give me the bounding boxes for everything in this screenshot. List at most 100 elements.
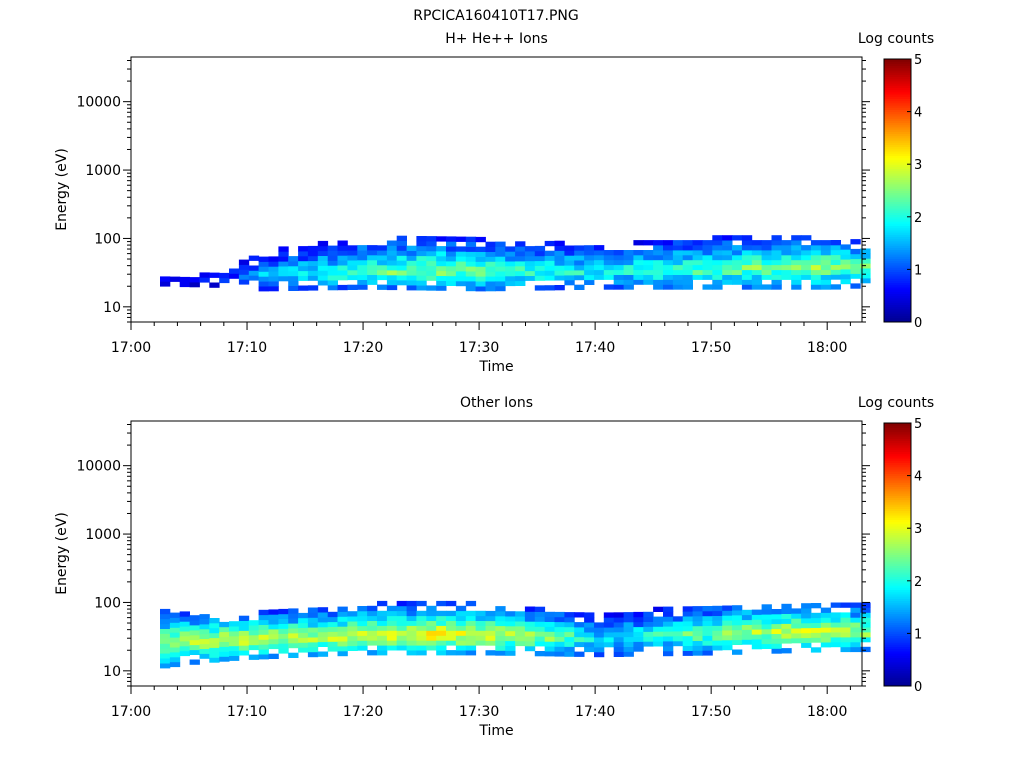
spectrogram-cell: [406, 275, 417, 281]
spectrogram-cell: [771, 609, 782, 615]
spectrogram-cell: [544, 651, 555, 657]
spectrogram-cell: [722, 605, 733, 611]
spectrogram-cell: [554, 616, 565, 623]
spectrogram-cell: [515, 270, 526, 277]
spectrogram-cell: [860, 273, 871, 279]
spectrogram-cell: [426, 645, 437, 651]
spectrogram-cell: [278, 643, 289, 649]
spectrogram-cell: [416, 610, 427, 617]
spectrogram-cell: [416, 236, 427, 242]
spectrogram-cell: [702, 645, 713, 651]
spectrogram-cell: [455, 605, 467, 612]
spectrogram-cell: [386, 630, 398, 636]
spectrogram-cell: [623, 274, 634, 280]
spectrogram-cell: [830, 641, 841, 648]
spectrogram-cell: [761, 629, 772, 635]
spectrogram-cell: [584, 264, 595, 271]
spectrogram-cell: [179, 276, 190, 283]
spectrogram-cell: [386, 610, 398, 617]
spectrogram-cell: [682, 245, 693, 251]
colorbar-swatch: [884, 451, 911, 455]
colorbar-swatch: [884, 490, 911, 494]
panel-title: H+ He++ Ions: [445, 31, 548, 47]
spectrogram-cell: [850, 273, 861, 279]
spectrogram-cell: [307, 275, 319, 281]
spectrogram-cell: [505, 266, 516, 272]
spectrogram-cell: [475, 635, 486, 641]
spectrogram-cell: [229, 621, 240, 627]
spectrogram-cell: [209, 632, 220, 639]
x-tick-label: 17:50: [691, 340, 731, 356]
spectrogram-cell: [416, 255, 427, 261]
spectrogram-cell: [663, 611, 674, 617]
spectrogram-cell: [455, 640, 467, 646]
spectrogram-cell: [199, 643, 210, 649]
spectrogram-cell: [594, 637, 605, 643]
spectrogram-cell: [238, 279, 250, 285]
colorbar-swatch: [884, 201, 911, 205]
spectrogram-cell: [712, 645, 723, 651]
spectrogram-cell: [396, 625, 407, 631]
spectrogram-cell: [564, 265, 575, 271]
spectrogram-cell: [554, 265, 565, 271]
spectrogram-cell: [751, 609, 763, 615]
spectrogram-cell: [367, 620, 378, 626]
spectrogram-cell: [850, 646, 861, 653]
colorbar-tick-label: 3: [914, 522, 922, 537]
spectrogram-cell: [653, 250, 664, 256]
spectrogram-cell: [278, 608, 289, 615]
spectrogram-cell: [603, 269, 615, 275]
spectrogram-cell: [169, 647, 181, 653]
colorbar-swatch: [884, 216, 911, 220]
spectrogram-cell: [692, 274, 703, 280]
spectrogram-cell: [199, 638, 210, 645]
spectrogram-cell: [268, 619, 279, 625]
spectrogram-cell: [436, 620, 447, 626]
spectrogram-cell: [672, 269, 684, 275]
spectrogram-cell: [347, 260, 358, 266]
spectrogram-cell: [633, 259, 644, 266]
spectrogram-cell: [840, 637, 851, 643]
spectrogram-cell: [426, 610, 437, 617]
colorbar-swatch: [884, 225, 911, 229]
spectrogram-cell: [219, 641, 230, 647]
spectrogram-cell: [712, 605, 723, 612]
spectrogram-cell: [258, 281, 269, 287]
spectrogram-cell: [820, 612, 832, 618]
spectrogram-cell: [416, 640, 427, 646]
colorbar-swatch: [884, 188, 911, 191]
colorbar-swatch: [884, 495, 911, 499]
spectrogram-cell: [613, 627, 624, 633]
spectrogram-cell: [594, 250, 605, 256]
spectrogram-cell: [781, 613, 792, 619]
spectrogram-cell: [258, 639, 269, 645]
spectrogram-cell: [751, 614, 763, 620]
spectrogram-cell: [722, 274, 733, 280]
spectrogram-cell: [840, 627, 851, 633]
colorbar-swatch: [884, 458, 911, 461]
spectrogram-cell: [781, 274, 792, 280]
spectrogram-cell: [613, 279, 624, 285]
spectrogram-cell: [327, 636, 338, 642]
spectrogram-cell: [317, 240, 329, 247]
spectrogram-cell: [426, 640, 437, 646]
spectrogram-cell: [357, 606, 368, 612]
spectrogram-cell: [643, 621, 654, 627]
spectrogram-cell: [722, 615, 733, 621]
spectrogram-cell: [682, 606, 693, 612]
spectrogram-cell: [564, 651, 575, 657]
colorbar-swatch: [884, 664, 911, 667]
colorbar-swatch: [884, 190, 911, 194]
spectrogram-cell: [416, 245, 427, 252]
spectrogram-cell: [741, 264, 753, 271]
colorbar-swatch: [884, 212, 911, 216]
spectrogram-cell: [406, 255, 417, 261]
spectrogram-cell: [712, 250, 723, 256]
spectrogram-cell: [613, 259, 624, 266]
spectrogram-cell: [485, 640, 496, 646]
spectrogram-cell: [623, 617, 634, 623]
spectrogram-cell: [160, 608, 171, 615]
spectrogram-cell: [436, 615, 447, 621]
